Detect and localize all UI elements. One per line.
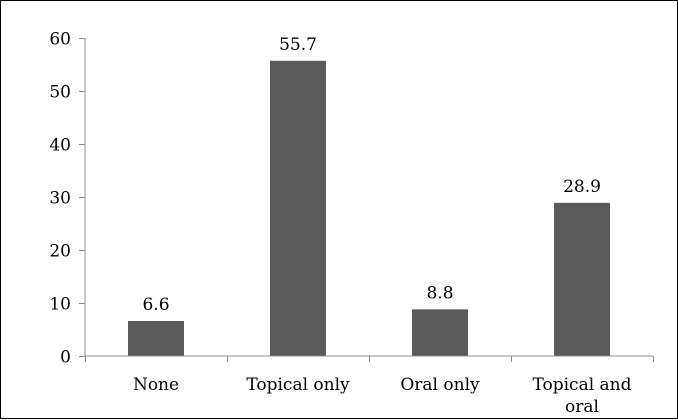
x-tick-label-1: None — [133, 375, 179, 395]
bar-3 — [412, 309, 468, 356]
y-tick-label: 50 — [49, 83, 71, 103]
data-label-3: 8.8 — [426, 283, 453, 303]
bar-2 — [270, 60, 326, 356]
y-tick-label: 0 — [60, 348, 71, 368]
bar-4 — [554, 202, 610, 356]
y-tick-label: 30 — [49, 189, 71, 209]
bars — [128, 60, 610, 356]
y-tick-label: 40 — [49, 136, 71, 156]
x-tick-label-2: Topical only — [246, 375, 350, 395]
data-labels: 6.6 55.7 8.8 28.9 — [142, 35, 600, 315]
y-axis-ticks: 0 10 20 30 40 50 60 — [49, 30, 85, 368]
x-axis-ticks — [85, 356, 654, 362]
data-label-1: 6.6 — [142, 295, 169, 315]
x-tick-label-4: Topical and oral — [532, 375, 631, 417]
x-axis-labels: None Topical only Oral only Topical and oral — [133, 375, 632, 417]
bar-1 — [128, 321, 184, 356]
y-tick-label: 10 — [49, 295, 71, 315]
y-tick-label: 60 — [49, 30, 71, 50]
data-label-4: 28.9 — [563, 177, 601, 197]
x-tick-label-3: Oral only — [400, 375, 480, 395]
data-label-2: 55.7 — [279, 35, 317, 55]
y-tick-label: 20 — [49, 242, 71, 262]
